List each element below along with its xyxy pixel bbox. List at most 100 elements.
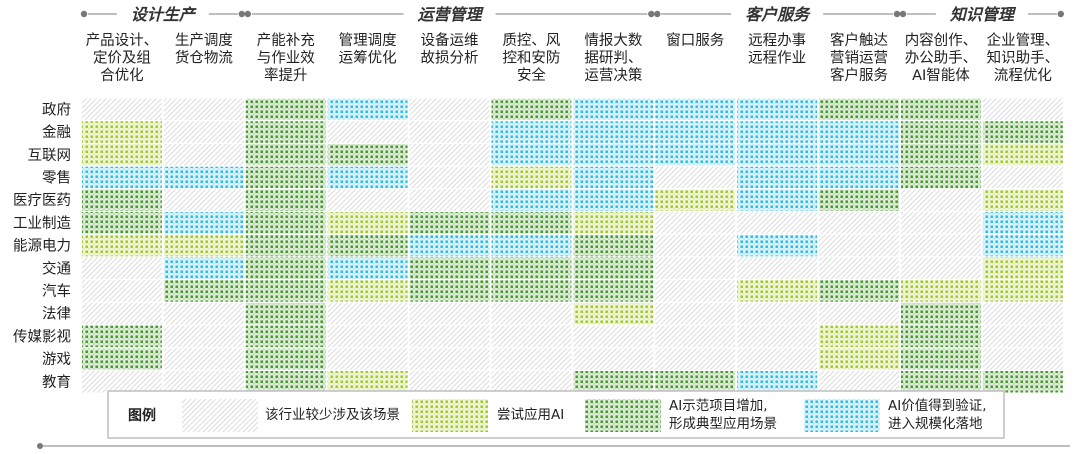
column-labels: 产品设计、定价及组合优化生产调度货仓物流产能补充与作业效率提升管理调度运筹优化设… (86, 31, 1059, 84)
heatmap-cell (245, 144, 326, 166)
heatmap-cell (737, 166, 818, 189)
heatmap-cell (901, 234, 981, 257)
heatmap-cell (163, 325, 244, 348)
row-label: 法律 (42, 306, 71, 323)
row-label: 零售 (42, 169, 71, 186)
heatmap-cell (327, 325, 408, 348)
heatmap-cell (327, 348, 408, 370)
group-title: 客户服务 (745, 5, 811, 24)
heatmap-cell (982, 166, 1063, 189)
group-end-dot (648, 10, 655, 18)
legend-title: 图例 (128, 407, 156, 424)
heatmap-cells (82, 98, 1063, 393)
heatmap-cell (245, 98, 326, 121)
heatmap-cell (573, 257, 654, 279)
heatmap-cell (573, 280, 654, 302)
footer-line-start-dot (37, 443, 43, 449)
heatmap-cell (573, 166, 654, 189)
row-label: 工业制造 (13, 215, 71, 232)
legend-label: AI示范项目增加,形成典型应用场景 (669, 398, 777, 432)
heatmap-cell (573, 234, 654, 257)
heatmap-cell (819, 257, 899, 279)
heatmap-cell (655, 325, 736, 348)
heatmap-cell (655, 257, 736, 279)
heatmap-cell (737, 121, 818, 143)
footer-line (37, 443, 1070, 449)
heatmap-cell (819, 280, 899, 302)
heatmap-cell (491, 189, 572, 211)
heatmap-cell (982, 302, 1063, 325)
heatmap-cell (82, 212, 162, 234)
heatmap-cell (409, 257, 490, 279)
heatmap-cell (655, 212, 736, 234)
column-label: 内容创作、办公助手、 AI智能体 (905, 32, 978, 84)
heatmap-cell (819, 144, 899, 166)
heatmap-cell (982, 280, 1063, 302)
heatmap-cell (245, 189, 326, 211)
heatmap-cell (737, 234, 818, 257)
heatmap-cell (82, 280, 162, 302)
heatmap-cell (737, 144, 818, 166)
row-label: 教育 (42, 374, 71, 391)
legend-swatch (585, 399, 661, 432)
heatmap-cell (245, 166, 326, 189)
heatmap-cell (491, 212, 572, 234)
heatmap-cell (327, 257, 408, 279)
heatmap-cell (819, 325, 899, 348)
row-label: 医疗医药 (13, 192, 71, 209)
heatmap-cell (245, 121, 326, 143)
heatmap-cell (655, 234, 736, 257)
heatmap-cell (655, 189, 736, 211)
heatmap-cell (573, 325, 654, 348)
heatmap-cell (901, 189, 981, 211)
column-label: 远程办事远程作业 (748, 32, 806, 67)
heatmap-cell (82, 257, 162, 279)
heatmap-cell (737, 302, 818, 325)
legend-swatch (804, 399, 880, 432)
heatmap-cell (819, 121, 899, 143)
heatmap-cell (982, 234, 1063, 257)
heatmap-cell (491, 257, 572, 279)
heatmap-cell (163, 234, 244, 257)
heatmap-cell (327, 166, 408, 189)
group-start-dot (244, 10, 251, 18)
heatmap-cell (982, 212, 1063, 234)
heatmap-cell (573, 348, 654, 370)
heatmap-cell (655, 348, 736, 370)
heatmap-cell (409, 166, 490, 189)
heatmap-cell (901, 144, 981, 166)
heatmap-cell (491, 98, 572, 121)
heatmap-cell (245, 212, 326, 234)
heatmap-cell (901, 280, 981, 302)
heatmap-cell (655, 371, 736, 393)
legend: 图例 该行业较少涉及该场景 尝试应用AI AI示范项目增加,形成典型应用场景 AI价值… (107, 390, 1005, 439)
column-label: 客户触达营销运营客户服务 (830, 32, 888, 84)
heatmap-cell (655, 98, 736, 121)
heatmap-cell (327, 98, 408, 121)
heatmap-cell (245, 348, 326, 370)
heatmap-cell (655, 280, 736, 302)
heatmap-cell (819, 234, 899, 257)
heatmap-cell (327, 234, 408, 257)
heatmap-cell (245, 371, 326, 393)
heatmap-cell (163, 348, 244, 370)
heatmap-cell (163, 257, 244, 279)
group-title: 运营管理 (418, 5, 485, 24)
heatmap-cell (82, 121, 162, 143)
column-label: 企业管理、知识助手、流程优化 (987, 31, 1060, 84)
heatmap-cell (409, 98, 490, 121)
legend-label: 该行业较少涉及该场景 (265, 407, 400, 423)
heatmap-cell (819, 166, 899, 189)
row-label: 政府 (42, 101, 71, 118)
heatmap-cell (737, 98, 818, 121)
heatmap-cell (901, 98, 981, 121)
heatmap-cell (901, 302, 981, 325)
heatmap-cell (901, 348, 981, 370)
heatmap-cell (409, 280, 490, 302)
heatmap-cell (163, 280, 244, 302)
heatmap-cell (982, 371, 1063, 393)
column-label: 质控、风控和安防安全 (502, 32, 560, 84)
heatmap-cell (82, 234, 162, 257)
row-label: 互联网 (28, 147, 72, 164)
